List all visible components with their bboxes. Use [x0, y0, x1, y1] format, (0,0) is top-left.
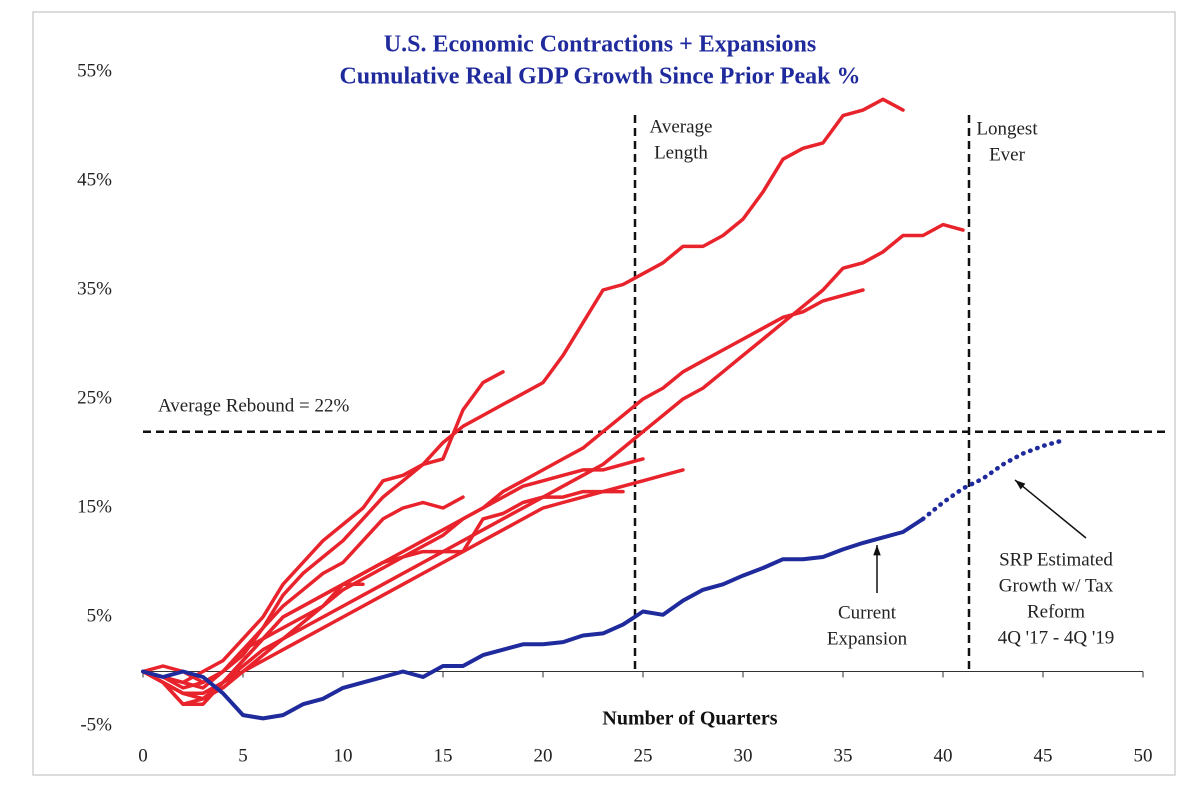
- chart-frame: [32, 11, 1176, 776]
- series-line: [141, 468, 685, 696]
- reference-label: Average: [650, 116, 713, 137]
- x-tick-label: 50: [1134, 745, 1153, 766]
- series-line: [141, 489, 625, 706]
- x-tick-label: 5: [238, 745, 248, 766]
- y-tick-label: 55%: [77, 60, 112, 81]
- series-line: [141, 370, 505, 685]
- annotation-arrow: [1014, 479, 1087, 539]
- arrow-head: [873, 545, 881, 556]
- x-tick-label: 45: [1034, 745, 1053, 766]
- x-tick-label: 20: [534, 745, 553, 766]
- reference-label: Average Rebound = 22%: [158, 395, 350, 416]
- annotation: Reform: [1027, 601, 1085, 622]
- chart-title: U.S. Economic Contractions + Expansions: [384, 32, 816, 58]
- y-tick-label: 5%: [87, 605, 113, 626]
- x-tick-label: 25: [634, 745, 653, 766]
- series-line: [141, 516, 925, 721]
- annotation: Current: [838, 602, 897, 623]
- y-tick-label: 15%: [77, 496, 112, 517]
- y-tick-label: 35%: [77, 278, 112, 299]
- annotation: Expansion: [827, 628, 908, 649]
- series-line: [141, 457, 645, 690]
- reference-label: Length: [654, 142, 708, 163]
- series-line: [141, 495, 465, 685]
- annotation: 4Q '17 - 4Q '19: [998, 627, 1115, 648]
- x-axis-label: Number of Quarters: [602, 708, 777, 730]
- estimate-line: [920, 438, 1066, 522]
- series-line: [141, 288, 865, 701]
- series-line: [141, 582, 365, 706]
- x-tick-label: 30: [734, 745, 753, 766]
- x-tick-label: 40: [934, 745, 953, 766]
- annotation: Growth w/ Tax: [999, 575, 1114, 596]
- y-tick-label: 45%: [77, 169, 112, 190]
- x-tick-label: 15: [434, 745, 453, 766]
- series-line: [141, 97, 905, 690]
- x-tick-label: 35: [834, 745, 853, 766]
- chart-subtitle: Cumulative Real GDP Growth Since Prior P…: [339, 64, 860, 90]
- arrow-head: [1015, 480, 1026, 490]
- x-tick-label: 10: [334, 745, 353, 766]
- y-tick-label: -5%: [80, 714, 112, 735]
- x-tick-label: 0: [138, 745, 148, 766]
- annotation: SRP Estimated: [999, 549, 1113, 570]
- reference-label: Ever: [989, 144, 1026, 165]
- y-tick-label: 25%: [77, 387, 112, 408]
- reference-label: Longest: [976, 118, 1038, 139]
